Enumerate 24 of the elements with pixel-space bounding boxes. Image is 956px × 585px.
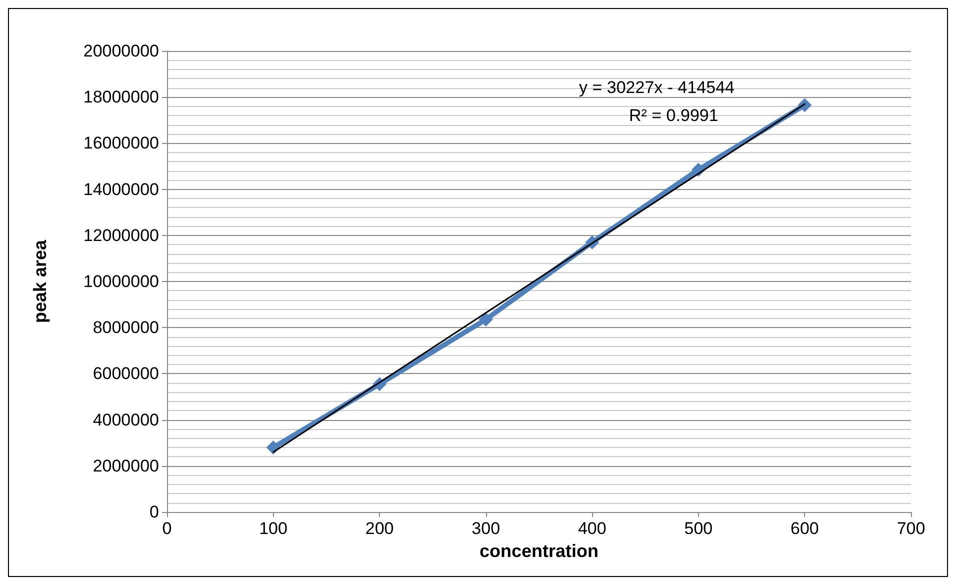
x-tick-label: 200	[365, 519, 394, 538]
annotation: R² = 0.9991	[629, 106, 718, 125]
y-tick-label: 2000000	[92, 456, 159, 476]
x-tick-label: 0	[162, 519, 172, 538]
y-tick-label: 10000000	[83, 272, 159, 291]
y-tick-label: 6000000	[92, 364, 159, 384]
x-axis-title: concentration	[479, 540, 599, 561]
y-tick-label: 18000000	[83, 88, 159, 107]
x-tick-label: 100	[259, 519, 288, 538]
y-tick-label: 0	[150, 502, 159, 522]
x-tick-label: 500	[684, 519, 713, 538]
y-tick-label: 20000000	[83, 42, 159, 60]
y-axis-title: peak area	[30, 238, 50, 324]
y-tick-label: 12000000	[83, 226, 159, 245]
x-tick-label: 300	[472, 519, 500, 538]
y-tick-label: 8000000	[92, 318, 159, 338]
x-tick-label: 700	[896, 519, 926, 538]
y-tick-label: 14000000	[83, 180, 159, 199]
x-tick-label: 400	[578, 519, 606, 538]
y-tick-label: 16000000	[83, 134, 159, 153]
annotation: y = 30227x - 414544	[579, 78, 734, 97]
point	[478, 312, 493, 327]
y-tick-label: 4000000	[92, 410, 159, 430]
x-tick-label: 600	[790, 519, 819, 538]
